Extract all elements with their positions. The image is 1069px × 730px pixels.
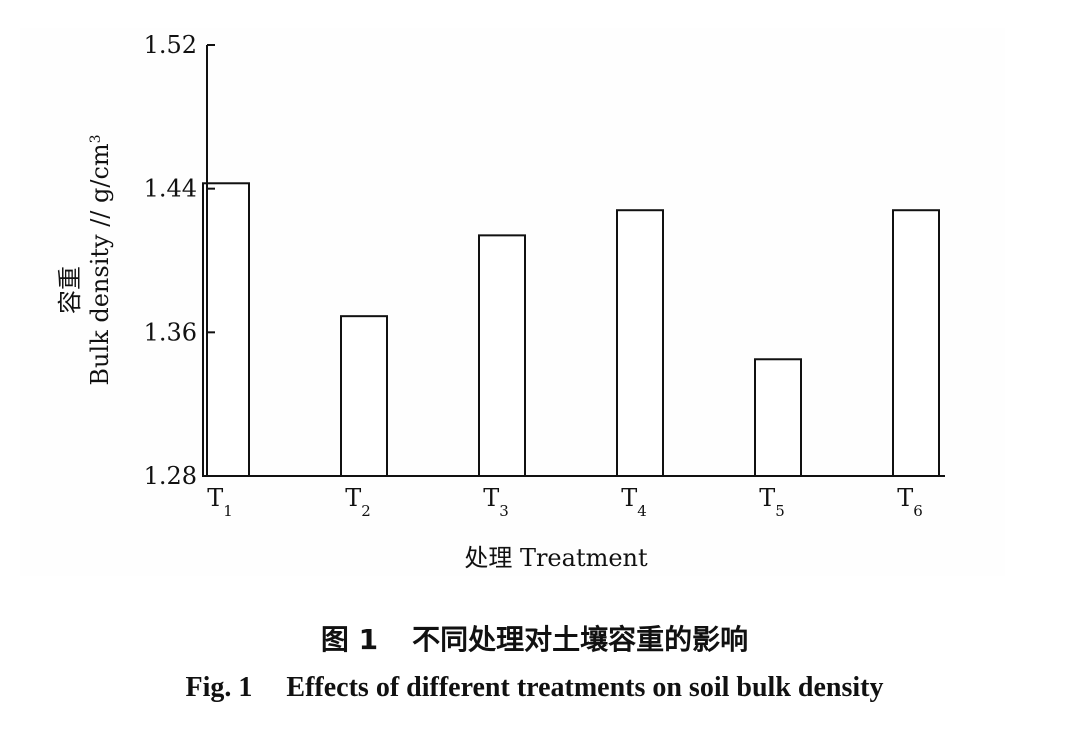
y-tick-label: 1.44 <box>144 175 197 203</box>
x-tick-label: T2 <box>345 484 371 520</box>
bar-t4 <box>616 209 664 477</box>
bar-chart: 1.281.361.441.52 T1 T2 T3 T4 T5 T6 处理 Treatme… <box>56 31 945 572</box>
y-axis-title-en-sup: 3 <box>88 134 104 143</box>
figure-caption-cn: 图 1 不同处理对土壤容重的影响 <box>0 618 1069 658</box>
x-axis-title: 处理 Treatment <box>464 544 648 572</box>
x-tick-label-main: T <box>621 484 637 512</box>
figure-title-cn: 不同处理对土壤容重的影响 <box>412 623 749 656</box>
x-tick-label-sub: 3 <box>499 502 509 520</box>
bar-t1 <box>202 182 250 477</box>
x-tick-label: T5 <box>759 484 785 520</box>
y-axis-title-cn: 容重 <box>56 266 84 314</box>
x-tick-label: T3 <box>483 484 509 520</box>
y-tick-label: 1.36 <box>144 318 197 346</box>
x-tick-label-main: T <box>897 484 913 512</box>
figure-number-en: Fig. 1 <box>185 672 253 703</box>
figure-caption-en: Fig. 1 Effects of different treatments on… <box>0 672 1069 704</box>
x-tick-label-sub: 6 <box>913 502 923 520</box>
y-tick-label: 1.28 <box>144 462 197 490</box>
y-axis-title: 容重 Bulk density // g/cm3 <box>56 134 114 385</box>
x-tick-label-sub: 1 <box>223 502 233 520</box>
x-tick-label-sub: 2 <box>361 502 371 520</box>
figure-number-cn: 图 1 <box>320 623 379 656</box>
y-ticks-group: 1.28 1.36 1.44 1.52 <box>144 31 215 490</box>
bar-t5 <box>754 358 802 478</box>
figure-title-en: Effects of different treatments on soil … <box>286 672 884 703</box>
x-tick-label-sub: 4 <box>637 502 647 520</box>
x-tick-label-main: T <box>207 484 223 512</box>
bars-group <box>202 182 940 478</box>
x-tick-label: T1 <box>207 484 233 520</box>
bar-t2 <box>340 315 388 477</box>
y-tick-label: 1.52 <box>144 31 197 59</box>
x-ticks-group: T1 T2 T3 T4 T5 T6 <box>207 484 923 520</box>
x-tick-label-main: T <box>483 484 499 512</box>
x-tick-label-main: T <box>345 484 361 512</box>
y-axis-title-en: Bulk density // g/cm3 <box>86 134 114 385</box>
x-tick-label-main: T <box>759 484 775 512</box>
y-axis-title-en-main: Bulk density // g/cm <box>86 143 114 385</box>
chart-area: 1.28 1.36 1.44 1.52 T1 T2 T3 T4 T5 T6 处理 Treatme… <box>20 28 1005 576</box>
x-tick-label-sub: 5 <box>775 502 785 520</box>
bar-t3 <box>478 234 526 477</box>
x-tick-label: T6 <box>897 484 923 520</box>
x-tick-label: T4 <box>621 484 647 520</box>
bar-t6 <box>892 209 940 477</box>
